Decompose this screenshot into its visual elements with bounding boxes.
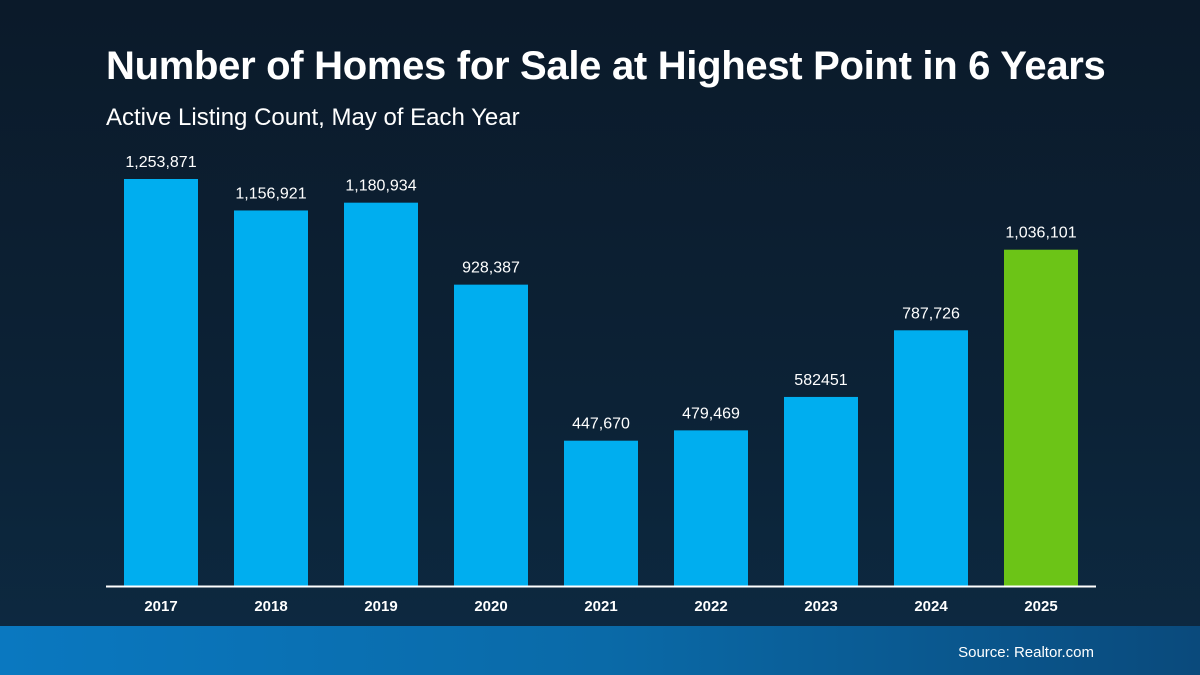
bar-2021 [564, 440, 638, 586]
data-label-2025: 1,036,101 [1005, 225, 1076, 242]
source-note: Source: Realtor.com [958, 644, 1094, 661]
data-label-2020: 928,387 [462, 260, 520, 277]
data-label-2018: 1,156,921 [235, 185, 306, 202]
x-tick-label-2021: 2021 [584, 598, 617, 615]
chart-subtitle: Active Listing Count, May of Each Year [106, 104, 520, 131]
chart-title: Number of Homes for Sale at Highest Poin… [106, 44, 1106, 88]
data-label-2022: 479,469 [682, 405, 740, 422]
x-tick-label-2019: 2019 [364, 598, 397, 615]
bar-2022 [674, 430, 748, 586]
bar-2024 [894, 330, 968, 586]
x-tick-label-2022: 2022 [694, 598, 727, 615]
x-tick-label-2023: 2023 [804, 598, 837, 615]
bar-chart: 1,253,871 2017 1,156,921 2018 1,180,934 2019 9… [124, 154, 1078, 615]
bar-2019 [344, 202, 418, 586]
data-label-2019: 1,180,934 [345, 178, 416, 195]
data-label-2024: 787,726 [902, 305, 960, 322]
x-tick-label-2018: 2018 [254, 598, 287, 615]
x-tick-label-2017: 2017 [144, 598, 177, 615]
data-label-2017: 1,253,871 [125, 154, 196, 171]
x-tick-label-2020: 2020 [474, 598, 507, 615]
data-label-2021: 447,670 [572, 416, 630, 433]
x-tick-label-2024: 2024 [914, 598, 948, 615]
x-tick-label-2025: 2025 [1024, 598, 1057, 615]
bar-2020 [454, 284, 528, 586]
footer-bar: Source: Realtor.com [0, 626, 1200, 675]
bar-2018 [234, 210, 308, 586]
bar-2017 [124, 179, 198, 586]
bar-2025 [1004, 249, 1078, 586]
data-label-2023: 582451 [794, 372, 847, 389]
bar-2023 [784, 396, 858, 586]
